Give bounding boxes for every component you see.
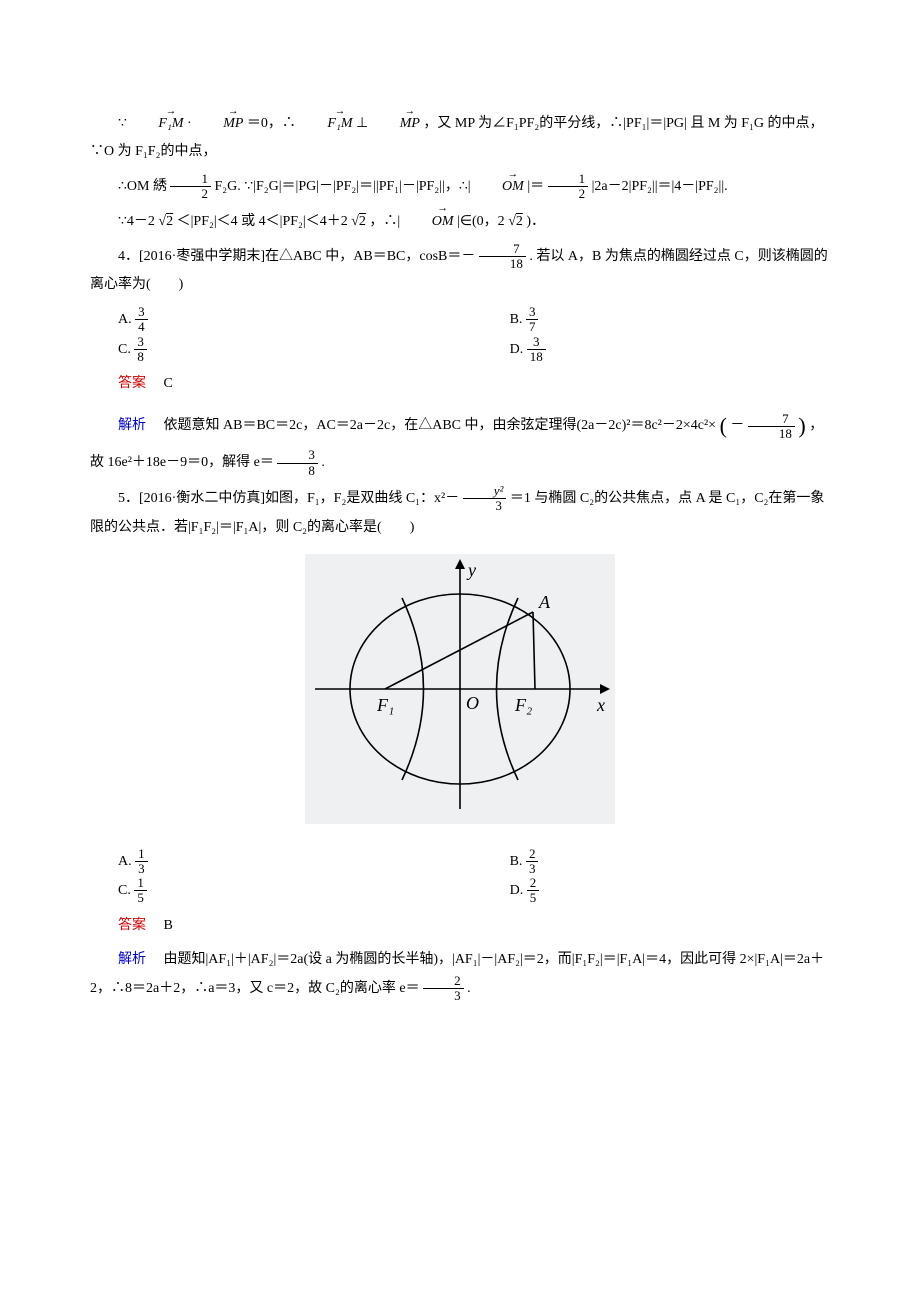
block1-p2: ∴OM 綉 12 F₂G. ∵|F₂G|＝|PG|－|PF₂|＝||PF₁|－|…	[90, 172, 830, 202]
q5-optC: C. 15	[118, 876, 510, 906]
svg-text:y: y	[466, 560, 476, 580]
vector: MP	[195, 110, 243, 138]
option-label: C.	[118, 342, 131, 357]
fraction: y²3	[463, 484, 507, 514]
text: 4．[2016·枣强中学期末]在△ABC 中，AB＝BC，cosB＝－	[118, 249, 475, 264]
text: ⊥	[356, 116, 368, 131]
svg-text:A: A	[538, 592, 551, 612]
q4-options: A. 34 B. 37 C. 38 D. 318	[118, 305, 830, 364]
vector: F₁M	[299, 110, 352, 138]
q5-figure: y x O F₁ F₂ A	[90, 554, 830, 835]
svg-text:x: x	[596, 695, 605, 715]
fraction: 23	[526, 847, 539, 877]
q4-answer: 答案 C	[90, 370, 830, 398]
paren: )	[798, 413, 805, 438]
q4-optC: C. 38	[118, 335, 510, 365]
q4-optD: D. 318	[510, 335, 830, 365]
text: .	[467, 981, 471, 996]
vector: MP	[372, 110, 420, 138]
option-label: C.	[118, 883, 131, 898]
vector: OM	[404, 208, 454, 236]
q5-analysis: 解析 由题知|AF₁|＋|AF₂|＝2a(设 a 为椭圆的长半轴)，|AF₁|－…	[90, 946, 830, 1004]
q4-optA: A. 34	[118, 305, 510, 335]
text: ＝0，∴	[247, 116, 296, 131]
text: ·	[187, 116, 192, 131]
svg-text:O: O	[466, 693, 479, 713]
answer-label: 答案	[118, 918, 146, 933]
fraction: 718	[748, 412, 795, 442]
text: 5．[2016·衡水二中仿真]如图，F₁，F₂是双曲线 C₁：x²－	[118, 491, 459, 506]
text: |2a－2|PF₂||＝|4－|PF₂||.	[592, 179, 728, 194]
q4-analysis: 解析 依题意知 AB＝BC＝2c，AC＝2a－2c，在△ABC 中，由余弦定理得…	[90, 404, 830, 478]
vector: OM	[474, 173, 524, 201]
fraction: 12	[548, 172, 589, 202]
fraction: 38	[134, 335, 147, 365]
text: |∈(0，2	[457, 214, 505, 229]
fraction: 23	[423, 974, 464, 1004]
fraction: 15	[134, 876, 147, 906]
text: ＜|PF₂|＜4 或 4＜|PF₂|＜4＋2	[177, 214, 348, 229]
q5-answer: 答案 B	[90, 912, 830, 940]
option-label: A.	[118, 312, 132, 327]
fraction: 37	[526, 305, 539, 335]
answer-label: 答案	[118, 376, 146, 391]
text: )．	[526, 214, 545, 229]
fraction: 13	[135, 847, 148, 877]
q5-stem: 5．[2016·衡水二中仿真]如图，F₁，F₂是双曲线 C₁：x²－ y²3 ＝…	[90, 484, 830, 542]
text: ，∴|	[369, 214, 400, 229]
q4-optB: B. 37	[510, 305, 830, 335]
text: F₂G. ∵|F₂G|＝|PG|－|PF₂|＝||PF₁|－|PF₂||，∴|	[214, 179, 470, 194]
text: ∵4－2	[118, 214, 155, 229]
text: 依题意知 AB＝BC＝2c，AC＝2a－2c，在△ABC 中，由余弦定理得(2a…	[150, 419, 717, 434]
answer-value: B	[150, 918, 173, 933]
text: ∴OM 綉	[118, 179, 167, 194]
svg-text:F₁: F₁	[376, 695, 394, 715]
fraction: 25	[527, 876, 540, 906]
q5-options: A. 13 B. 23 C. 15 D. 25	[118, 847, 830, 906]
fraction: 38	[277, 448, 318, 478]
svg-text:F₂: F₂	[514, 695, 532, 715]
text: －	[730, 419, 744, 434]
text: ∵	[118, 116, 127, 131]
sqrt: 2	[516, 214, 523, 229]
q4-stem: 4．[2016·枣强中学期末]在△ABC 中，AB＝BC，cosB＝－ 718 …	[90, 242, 830, 300]
sqrt: 2	[166, 214, 173, 229]
option-label: B.	[510, 854, 523, 869]
q5-figure-svg: y x O F₁ F₂ A	[305, 554, 615, 824]
block1-p3: ∵4－2 √2 ＜|PF₂|＜4 或 4＜|PF₂|＜4＋2 √2 ，∴| OM…	[90, 208, 830, 236]
paren: (	[720, 413, 727, 438]
option-label: D.	[510, 883, 524, 898]
option-label: B.	[510, 312, 523, 327]
fraction: 718	[479, 242, 526, 272]
text: .	[321, 455, 325, 470]
text: |＝	[527, 179, 544, 194]
option-label: A.	[118, 854, 132, 869]
fraction: 34	[135, 305, 148, 335]
sqrt: 2	[359, 214, 366, 229]
q5-optB: B. 23	[510, 847, 830, 877]
fraction: 318	[527, 335, 546, 365]
q5-optA: A. 13	[118, 847, 510, 877]
answer-value: C	[150, 376, 173, 391]
q5-optD: D. 25	[510, 876, 830, 906]
analysis-label: 解析	[118, 952, 146, 967]
vector: F₁M	[130, 110, 183, 138]
block1-p1: ∵ F₁M · MP ＝0，∴ F₁M ⊥ MP ，又 MP 为∠F₁PF₂的平…	[90, 110, 830, 166]
option-label: D.	[510, 342, 524, 357]
fraction: 12	[170, 172, 211, 202]
analysis-label: 解析	[118, 419, 146, 434]
